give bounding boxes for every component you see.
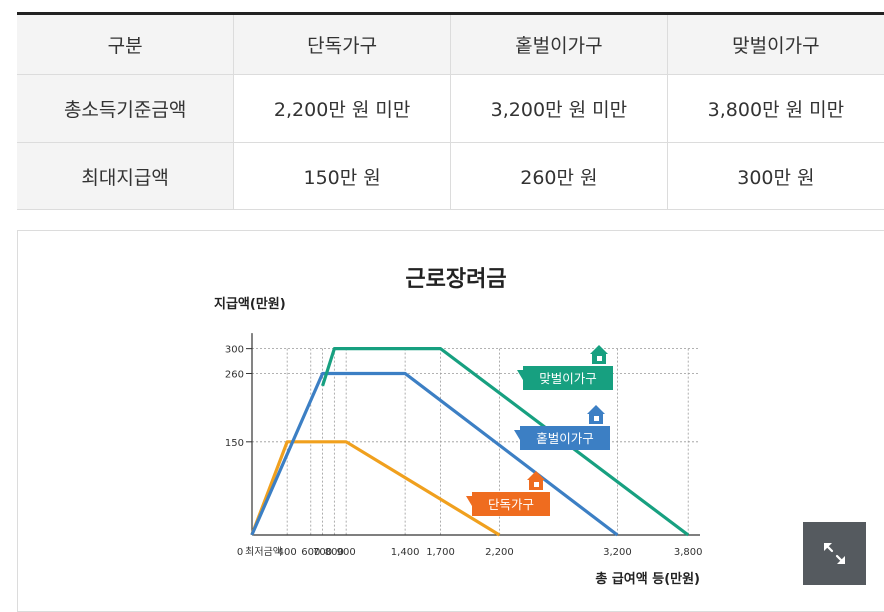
chart-title: 근로장려금 (405, 267, 506, 292)
table-header-row: 구분 단독가구 홑벌이가구 맞벌이가구 (17, 13, 884, 75)
house-icon (587, 405, 605, 424)
house-icon (527, 471, 545, 490)
table-cell: 3,200만 원 미만 (450, 74, 668, 143)
header-single: 단독가구 (233, 13, 451, 75)
table-cell: 3,800만 원 미만 (667, 74, 884, 143)
expand-arrows-icon (824, 543, 845, 564)
header-category: 구분 (17, 13, 235, 75)
expand-button[interactable] (803, 522, 866, 585)
series-line (250, 440, 501, 537)
y-axis-label: 지급액(만원) (214, 296, 286, 312)
y-tick-label: 150 (225, 438, 244, 449)
label-pointer (466, 496, 472, 506)
label-box (472, 492, 550, 516)
axes (246, 333, 700, 536)
series-line (250, 371, 619, 537)
label-box (520, 426, 610, 450)
x-tick-label: 최저금액 (245, 546, 282, 558)
row-label: 최대지급액 (17, 142, 235, 210)
x-axis-label: 총 급여액 등(만원) (595, 571, 700, 587)
x-tick-label: 3,800 (674, 547, 703, 558)
income-criteria-table: 구분 단독가구 홑벌이가구 맞벌이가구 총소득기준금액 2,200만 원 미만 … (17, 12, 884, 210)
x-tick-label: 400 (278, 547, 297, 558)
x-tick-label: 1,400 (391, 547, 420, 558)
table-row: 총소득기준금액 2,200만 원 미만 3,200만 원 미만 3,800만 원… (17, 74, 884, 143)
series-label: 단독가구 (466, 471, 550, 516)
x-tick-label: 600 (301, 547, 320, 558)
table-cell: 2,200만 원 미만 (233, 74, 451, 143)
table-row: 최대지급액 150만 원 260만 원 300만 원 (17, 142, 884, 210)
label-pointer (517, 370, 523, 380)
y-tick-label: 300 (225, 345, 244, 356)
series-labels: 단독가구 홑벌이가구 맞벌이가구 (466, 345, 613, 516)
row-label: 총소득기준금액 (17, 74, 235, 143)
table-cell: 150만 원 (233, 142, 451, 210)
chart-figure (17, 230, 884, 612)
header-single-earner: 홑벌이가구 (450, 13, 668, 75)
house-icon (590, 345, 608, 364)
x-tick-label: 800 (325, 547, 344, 558)
series-label-text: 홑벌이가구 (536, 431, 594, 446)
x-tick-label: 0 (237, 547, 243, 558)
series-label-text: 단독가구 (488, 497, 534, 512)
label-box (523, 366, 613, 390)
series-label: 홑벌이가구 (514, 405, 610, 450)
x-tick-label: 900 (337, 547, 356, 558)
x-tick-label: 700 (313, 547, 332, 558)
series-label: 맞벌이가구 (517, 345, 613, 390)
y-tick-label: 260 (225, 369, 244, 380)
x-tick-label: 1,700 (426, 547, 455, 558)
header-dual-earner: 맞벌이가구 (667, 13, 884, 75)
x-tick-label: 2,200 (485, 547, 514, 558)
table-cell: 260만 원 (450, 142, 668, 210)
series-label-text: 맞벌이가구 (539, 371, 597, 386)
table-cell: 300만 원 (667, 142, 884, 210)
x-tick-label: 3,200 (603, 547, 632, 558)
label-pointer (514, 430, 520, 440)
